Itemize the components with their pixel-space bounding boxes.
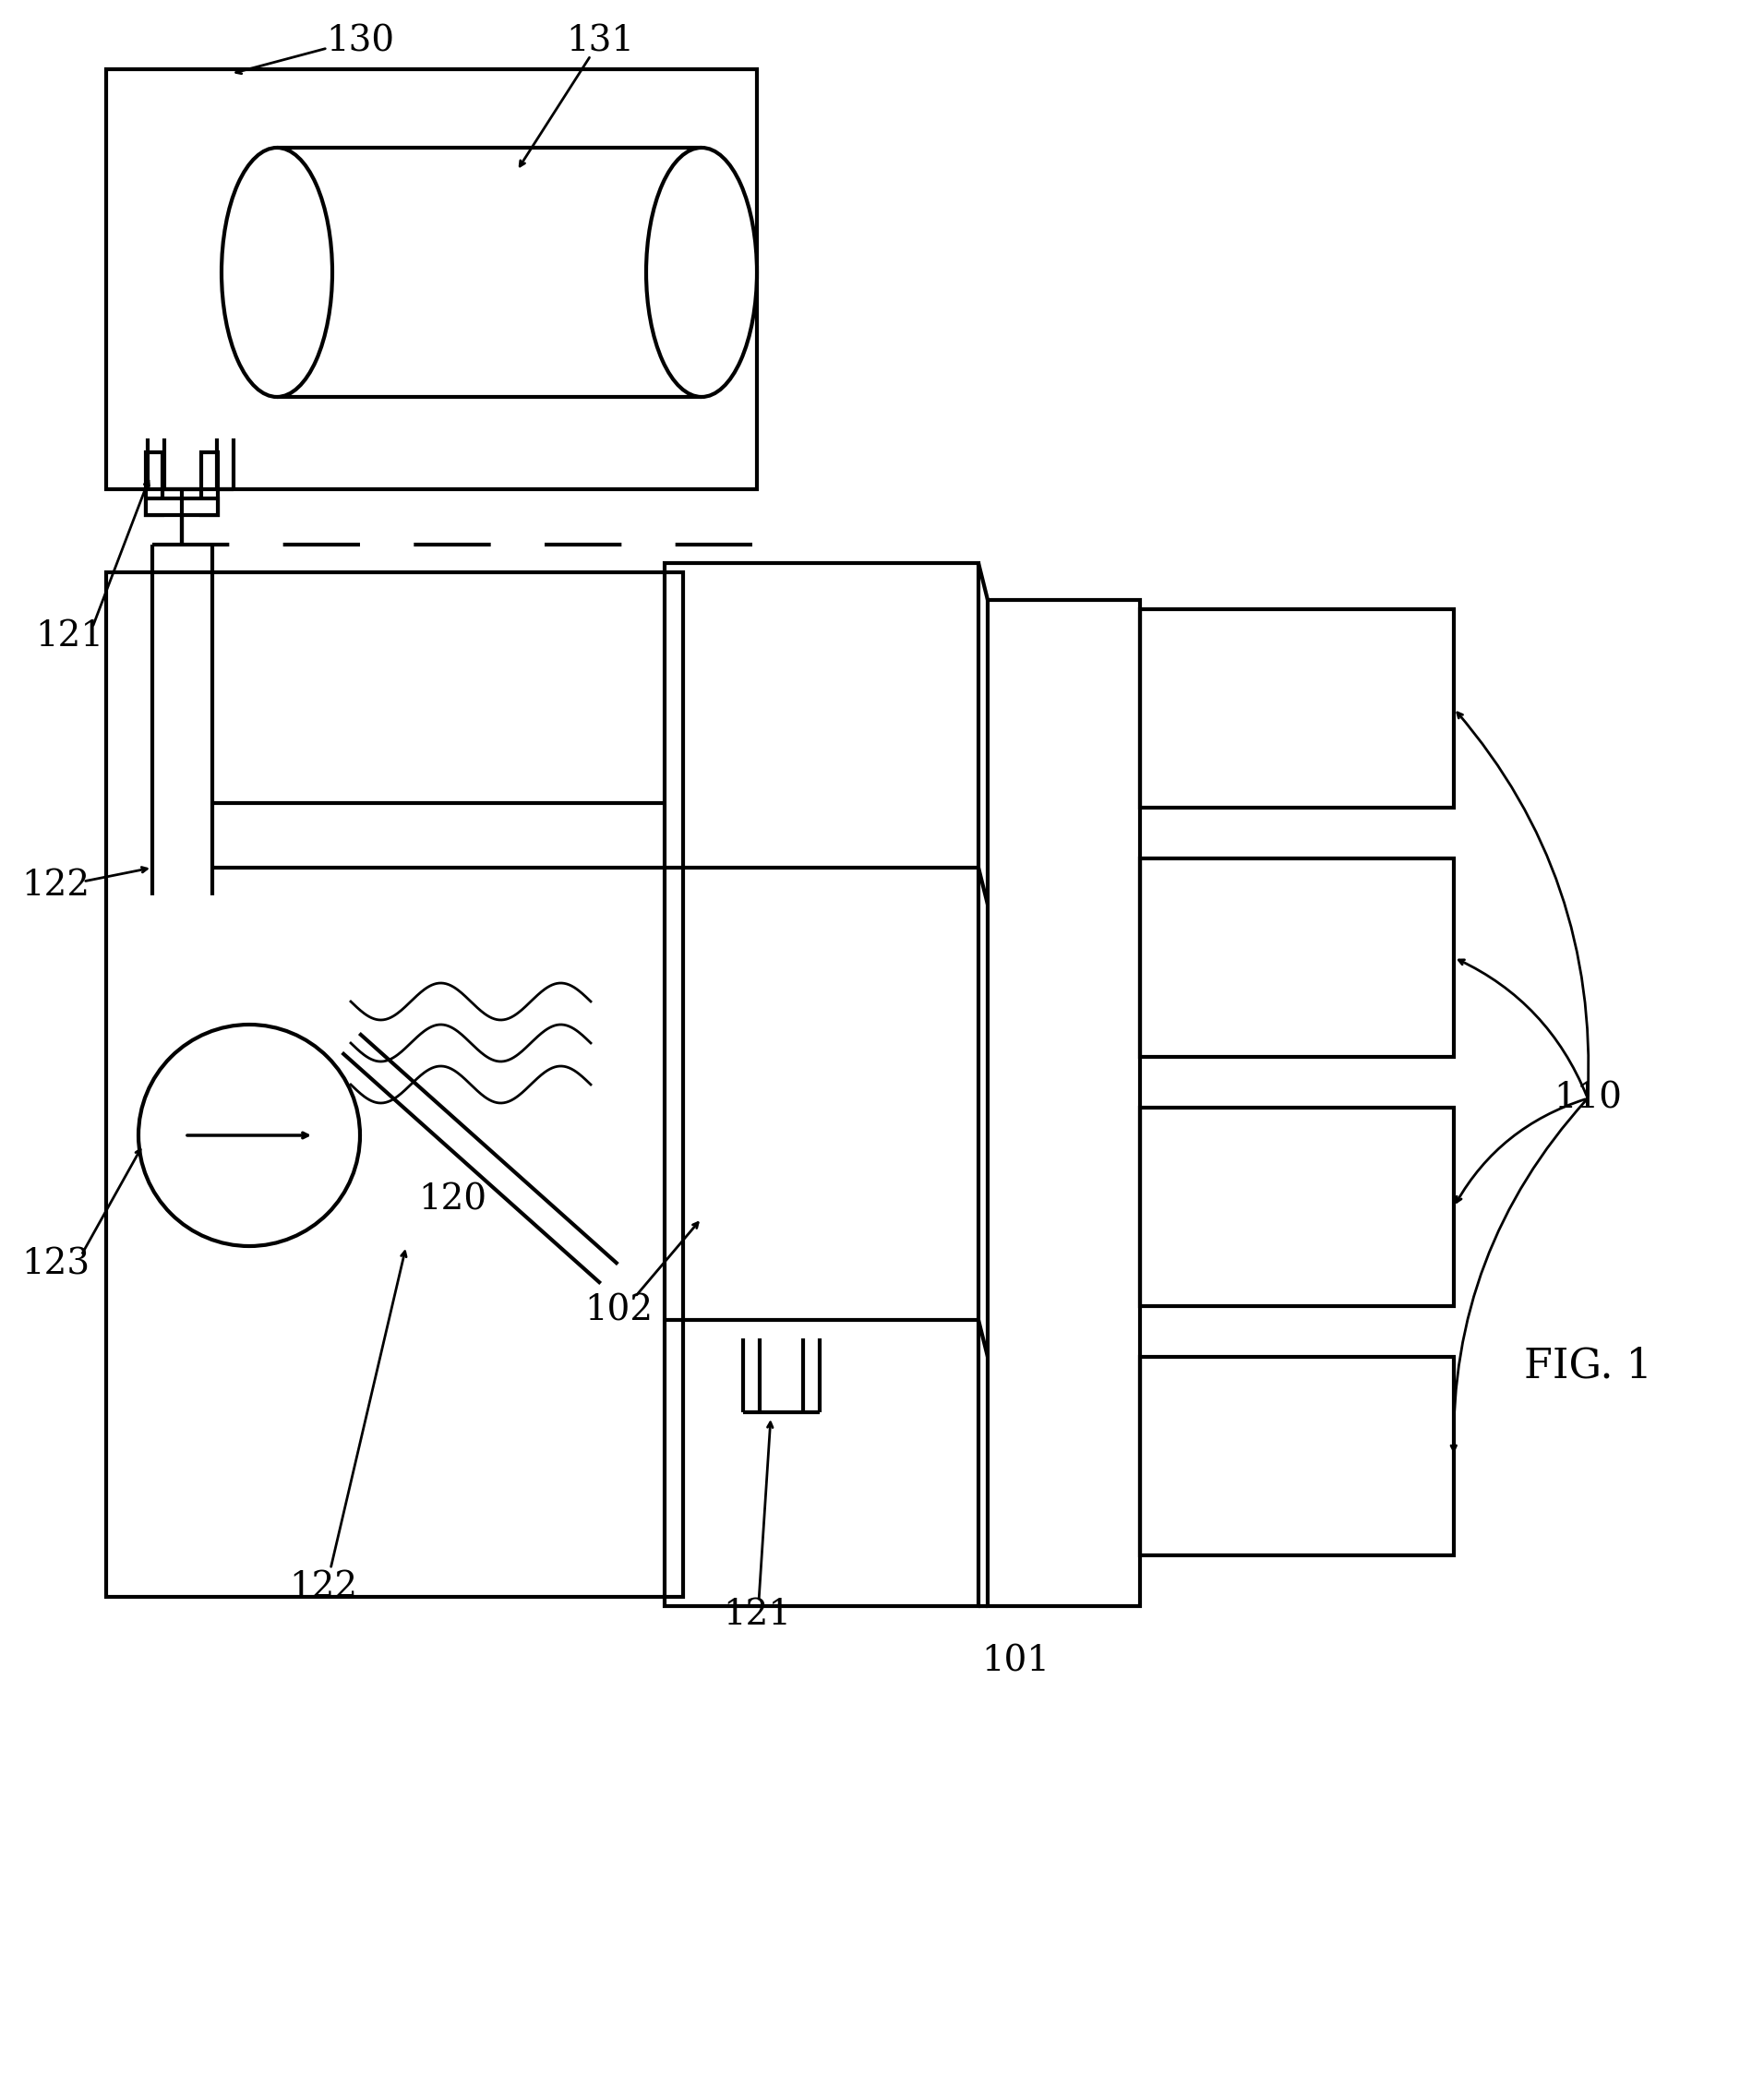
Bar bbox=[988, 600, 1140, 1606]
Text: 121: 121 bbox=[723, 1598, 790, 1633]
Ellipse shape bbox=[646, 147, 757, 396]
Bar bbox=[1140, 1357, 1454, 1556]
Text: 102: 102 bbox=[584, 1293, 653, 1328]
Bar bbox=[1140, 859, 1454, 1056]
Text: 120: 120 bbox=[418, 1183, 487, 1218]
Text: 131: 131 bbox=[566, 25, 633, 58]
Text: 122: 122 bbox=[289, 1571, 358, 1604]
Text: 101: 101 bbox=[981, 1643, 1050, 1679]
Text: FIG. 1: FIG. 1 bbox=[1524, 1347, 1651, 1386]
Bar bbox=[146, 452, 162, 515]
Bar bbox=[106, 68, 757, 490]
Bar bbox=[146, 498, 217, 515]
Bar bbox=[201, 452, 217, 515]
Circle shape bbox=[138, 1025, 360, 1247]
Text: 121: 121 bbox=[35, 620, 104, 654]
Bar bbox=[1140, 610, 1454, 807]
Text: 123: 123 bbox=[21, 1247, 90, 1282]
Ellipse shape bbox=[222, 147, 332, 396]
Text: 130: 130 bbox=[326, 25, 393, 58]
Bar bbox=[106, 573, 683, 1598]
Bar bbox=[665, 562, 979, 1606]
Text: 110: 110 bbox=[1554, 1081, 1621, 1116]
Text: 122: 122 bbox=[21, 869, 90, 903]
Bar bbox=[1140, 1108, 1454, 1305]
